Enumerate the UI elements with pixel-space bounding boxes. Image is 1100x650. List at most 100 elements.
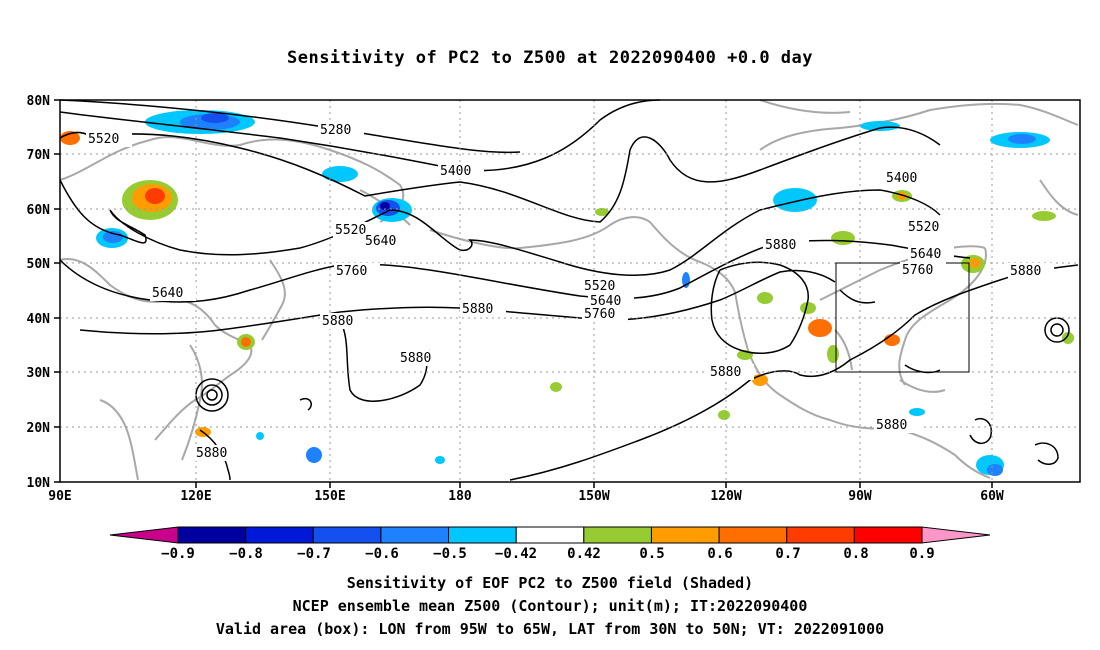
contour-label: 5640: [365, 234, 396, 249]
contour-label-group: 5760: [582, 306, 628, 322]
contour-label: 5880: [462, 302, 493, 317]
lat-label: 50N: [27, 257, 51, 272]
shade-blob: [322, 166, 358, 182]
lat-label: 60N: [27, 203, 51, 218]
colorbar-tick: −0.5: [433, 546, 467, 562]
contour-label: 5880: [400, 351, 431, 366]
contour-label-group: 5640: [908, 246, 954, 262]
plot-title: Sensitivity of PC2 to Z500 at 2022090400…: [286, 48, 813, 68]
contour-label-layer: 5280 5400 5400 5520 5520 5520 5520 5640 …: [86, 122, 1054, 461]
shade-blob: [380, 202, 390, 210]
colorbar-cell: [245, 526, 314, 544]
colorbar-end-high: [921, 526, 991, 544]
colorbar-tick: 0.9: [909, 546, 934, 562]
lat-label: 20N: [27, 421, 51, 436]
lat-label: 80N: [27, 94, 51, 109]
contour-label: 5880: [876, 418, 907, 433]
lon-label: 90W: [848, 489, 872, 504]
contour-label: 5640: [910, 247, 941, 262]
shade-blob: [435, 456, 445, 464]
contour-label-group: 5280: [318, 122, 364, 138]
contour-label-group: 5400: [884, 170, 930, 186]
colorbar-cell: [380, 526, 450, 544]
shade-blob: [800, 302, 816, 314]
contour-label-group: 5520: [582, 278, 628, 294]
shade-blob: [595, 208, 609, 216]
shade-blob: [60, 131, 80, 145]
caption-line-3: Valid area (box): LON from 95W to 65W, L…: [215, 620, 885, 638]
lon-label: 60W: [980, 489, 1004, 504]
contour-label-group: 5880: [874, 417, 920, 433]
contour-label: 5760: [336, 264, 367, 279]
contour-label: 5880: [1010, 264, 1041, 279]
colorbar-tick: −0.9: [161, 546, 195, 562]
shade-blob: [201, 113, 229, 123]
colorbar-cell: [853, 526, 923, 544]
lat-ticks: [54, 99, 60, 483]
shade-blob: [987, 464, 1003, 476]
shade-blob: [909, 408, 925, 416]
colorbar-end-low: [109, 526, 179, 544]
lon-label: 150W: [578, 489, 609, 504]
contour-label-group: 5880: [1008, 263, 1054, 279]
shade-blob: [757, 292, 773, 304]
colorbar-tick: 0.42: [567, 546, 601, 562]
lon-label: 180: [448, 489, 472, 504]
contour-label: 5520: [584, 279, 615, 294]
contour-label: 5880: [196, 446, 227, 461]
shade-blob: [1008, 134, 1036, 144]
lon-label: 90E: [48, 489, 71, 504]
colorbar-cell: [718, 526, 788, 544]
lat-label: 70N: [27, 148, 51, 163]
contour-label: 5640: [590, 294, 621, 309]
contour-label-group: 5880: [763, 237, 809, 253]
contour-label: 5880: [765, 238, 796, 253]
contour-label-group: 5880: [708, 364, 754, 380]
contour-label-group: 5880: [194, 445, 240, 461]
contour-label-group: 5880: [460, 301, 506, 317]
lat-label: 10N: [27, 476, 51, 491]
colorbar-cell: [515, 526, 585, 544]
map-frame: [59, 99, 1081, 483]
colorbar-cell: [177, 526, 247, 544]
lon-ticks: [195, 482, 993, 488]
shade-blob: [773, 188, 817, 212]
contour-label-group: 5880: [320, 313, 366, 329]
z500-contours: [59, 99, 1079, 481]
contour-label-group: 5640: [150, 285, 196, 301]
colorbar-tick: −0.42: [495, 546, 537, 562]
contour-label-group: 5640: [588, 293, 634, 309]
colorbar-tick: −0.6: [365, 546, 399, 562]
shade-blob: [718, 410, 730, 420]
graticule: [60, 100, 1080, 482]
shade-blob: [145, 188, 165, 204]
contour-label-group: 5520: [906, 219, 952, 235]
shade-blob: [1062, 332, 1074, 344]
contour-label: 5760: [902, 263, 933, 278]
contour-label-group: 5640: [363, 233, 409, 249]
lon-label: 120E: [180, 489, 211, 504]
colorbar-cell: [786, 526, 855, 544]
shade-blob: [550, 382, 562, 392]
caption-line-1: Sensitivity of EOF PC2 to Z500 field (Sh…: [346, 574, 754, 592]
colorbar-tick: −0.7: [297, 546, 331, 562]
coastlines: [59, 99, 1079, 481]
shade-blob: [860, 121, 900, 131]
contour-label-group: 5520: [86, 131, 132, 147]
colorbar-tick: 0.7: [775, 546, 800, 562]
lon-label: 150E: [314, 489, 345, 504]
latitude-axis: 80N 70N 60N 50N 40N 30N 20N 10N: [27, 94, 51, 491]
contour-label-group: 5760: [900, 262, 946, 278]
colorbar-tick: 0.5: [639, 546, 664, 562]
shade-blob: [1032, 211, 1056, 221]
lon-label: 120W: [710, 489, 741, 504]
contour-label: 5520: [88, 132, 119, 147]
colorbar-tick: 0.8: [843, 546, 868, 562]
contour-label: 5760: [584, 307, 615, 322]
colorbar-tick: −0.8: [229, 546, 263, 562]
shade-blob: [808, 319, 832, 337]
contour-label: 5640: [152, 286, 183, 301]
colorbar-cell: [583, 526, 652, 544]
shade-blob: [306, 447, 322, 463]
